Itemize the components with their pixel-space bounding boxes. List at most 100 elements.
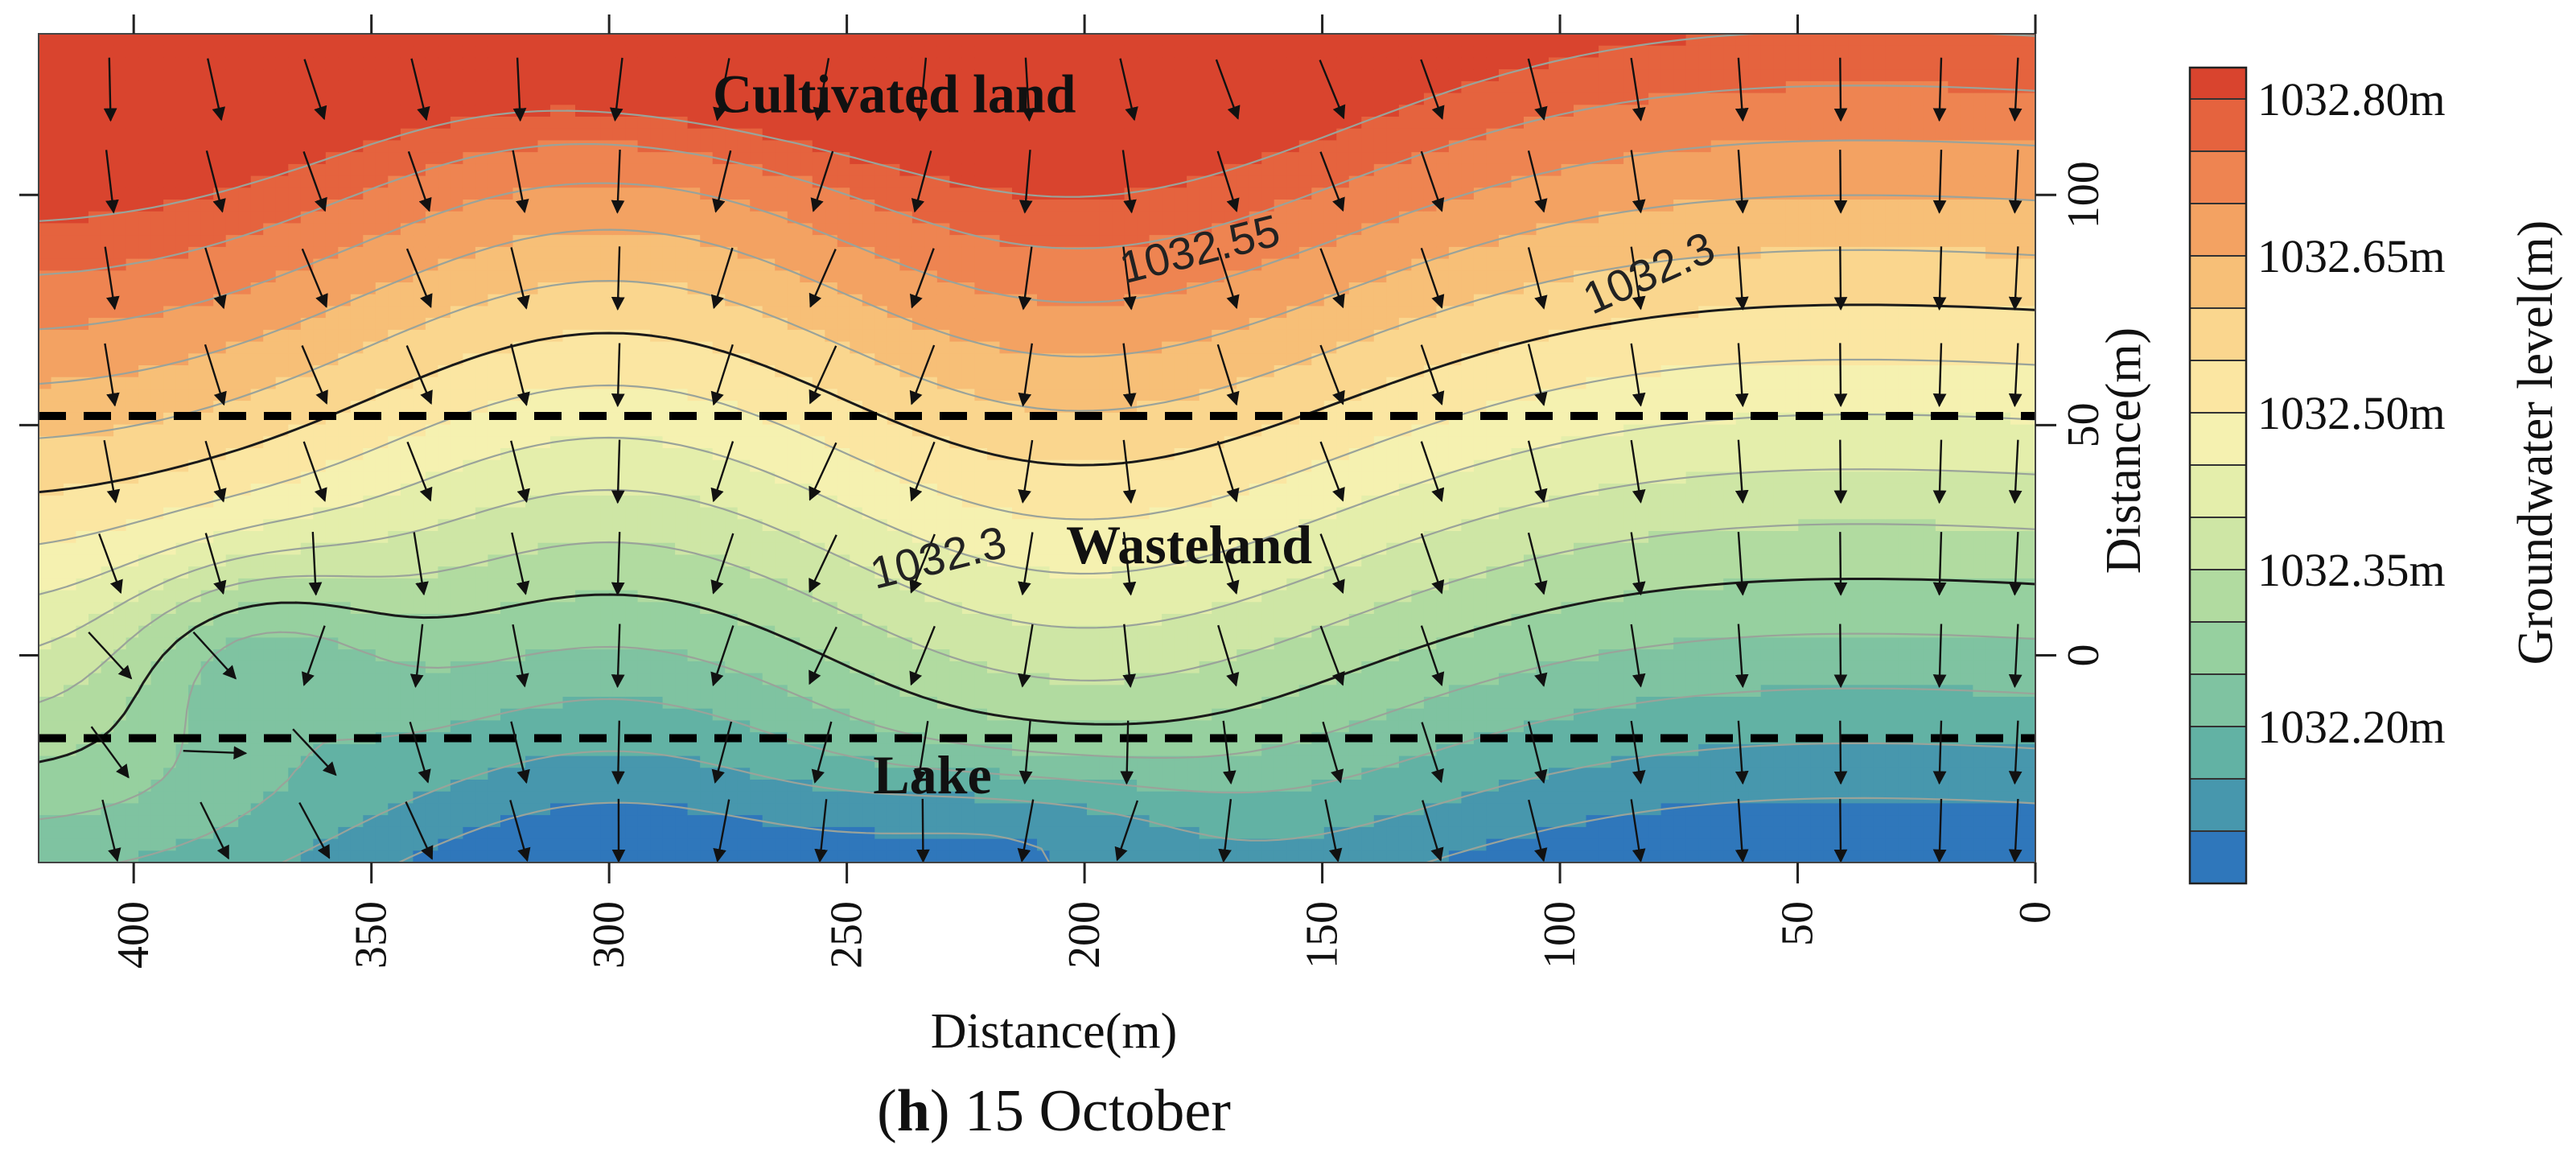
field-cell [687, 34, 701, 47]
field-cell [138, 401, 152, 414]
field-cell [388, 211, 401, 224]
field-cell [587, 200, 601, 212]
field-cell [64, 401, 77, 414]
field-cell [76, 554, 89, 567]
field-cell [687, 743, 701, 757]
field-cell [238, 69, 252, 82]
field-cell [338, 815, 352, 828]
field-cell [175, 424, 189, 438]
field-cell [712, 45, 726, 59]
field-cell [138, 720, 152, 733]
field-cell [101, 80, 114, 94]
field-cell [138, 708, 152, 722]
field-cell [675, 743, 689, 757]
field-cell [562, 507, 576, 521]
field-cell [850, 697, 863, 710]
field-cell [250, 815, 264, 828]
field-cell [787, 661, 801, 674]
field-cell [363, 637, 377, 650]
field-cell [700, 270, 714, 283]
field-cell [138, 649, 152, 662]
field-cell [325, 57, 339, 70]
field-cell [188, 697, 202, 710]
field-cell [313, 697, 327, 710]
field-cell [488, 649, 501, 662]
field-cell [113, 175, 127, 189]
field-cell [525, 318, 539, 331]
field-cell [313, 507, 327, 521]
field-cell [250, 412, 264, 426]
field-cell [51, 720, 64, 733]
field-cell [438, 673, 451, 686]
field-cell [475, 93, 489, 106]
field-cell [924, 329, 938, 343]
field-cell [562, 152, 576, 165]
field-cell [263, 826, 277, 840]
field-cell [463, 45, 476, 59]
field-cell [338, 152, 352, 165]
field-cell [438, 495, 451, 508]
field-cell [525, 484, 539, 496]
field-cell [637, 743, 651, 757]
field-cell [288, 282, 302, 295]
field-cell [550, 554, 564, 567]
field-cell [51, 743, 64, 757]
field-cell [425, 69, 439, 82]
field-cell [625, 45, 639, 59]
field-cell [225, 614, 239, 627]
field-cell [750, 270, 763, 283]
field-cell [325, 649, 339, 662]
field-cell [438, 448, 451, 461]
field-cell [887, 163, 901, 177]
field-cell [225, 45, 239, 59]
field-cell [662, 365, 676, 378]
field-cell [550, 791, 564, 805]
field-cell [200, 306, 214, 319]
field-cell [762, 590, 776, 603]
field-cell [600, 294, 614, 307]
field-cell [600, 187, 614, 200]
field-cell [64, 815, 77, 828]
field-cell [113, 235, 127, 248]
field-cell [737, 282, 751, 295]
field-cell [76, 282, 89, 295]
field-cell [101, 791, 114, 805]
field-cell [612, 329, 626, 343]
field-cell [800, 471, 813, 484]
field-cell [837, 566, 851, 579]
field-cell [163, 152, 177, 165]
field-cell [587, 578, 601, 591]
field-cell [225, 484, 239, 496]
field-cell [263, 80, 277, 94]
field-cell [837, 318, 851, 331]
field-cell [39, 697, 52, 710]
field-cell [700, 80, 714, 94]
field-cell [163, 531, 177, 544]
field-cell [275, 519, 289, 532]
field-cell [475, 791, 489, 805]
field-cell [625, 850, 639, 863]
field-cell [475, 187, 489, 200]
field-cell [562, 625, 576, 639]
field-cell [425, 353, 439, 366]
field-cell [363, 105, 377, 117]
field-cell [350, 614, 364, 627]
field-cell [525, 554, 539, 567]
field-cell [163, 34, 177, 47]
field-cell [438, 850, 451, 863]
field-cell [887, 815, 901, 828]
field-cell [475, 306, 489, 319]
field-cell [225, 436, 239, 449]
field-cell [438, 45, 451, 59]
field-cell [400, 554, 414, 567]
field-cell [450, 34, 464, 47]
field-cell [126, 507, 139, 521]
field-cell [126, 57, 139, 70]
field-cell [500, 566, 514, 579]
field-cell [475, 566, 489, 579]
field-cell [39, 187, 52, 200]
field-cell [275, 743, 289, 757]
field-cell [250, 34, 264, 47]
field-cell [350, 649, 364, 662]
field-cell [837, 306, 851, 319]
